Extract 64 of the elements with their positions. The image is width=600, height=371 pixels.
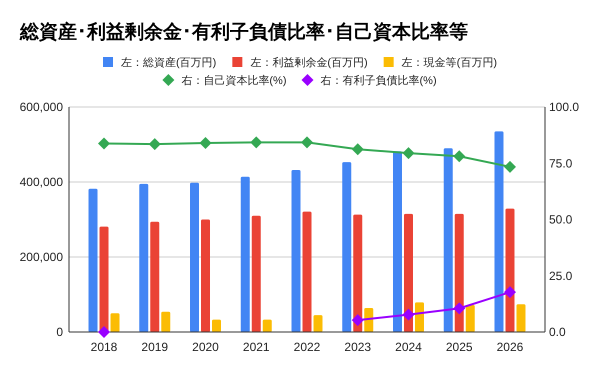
bar: [262, 320, 272, 332]
x-tick-label: 2020: [192, 340, 220, 354]
legend-label: 右：有利子負債比率(%): [320, 74, 437, 87]
y2-tick-label: 0.0: [549, 325, 566, 339]
point: [402, 147, 414, 160]
legend-label: 左：現金等(百万円): [402, 57, 497, 69]
y-tick-label: 0: [56, 325, 64, 339]
point: [402, 308, 414, 321]
x-tick-label: 2025: [446, 340, 473, 354]
point: [453, 302, 466, 314]
point: [453, 150, 466, 162]
bar: [201, 220, 210, 332]
y-tick-label: 400,000: [20, 175, 64, 189]
point: [200, 137, 212, 149]
point: [352, 314, 364, 326]
bar: [212, 320, 222, 332]
bar: [342, 162, 352, 332]
bar: [505, 208, 514, 332]
x-tick-label: 2024: [395, 340, 422, 354]
bar: [466, 305, 475, 332]
bar: [139, 184, 148, 332]
bar: [444, 148, 453, 332]
bar: [314, 315, 322, 332]
y2-tick-label: 100.0: [549, 100, 580, 114]
y2-tick-label: 50.0: [549, 212, 573, 226]
chart-title: 総資産･利益剰余金･有利子負債比率･自己資本比率等: [19, 21, 468, 43]
bar: [292, 170, 300, 332]
legend-label: 左：総資産(百万円): [121, 56, 216, 69]
bar: [110, 313, 120, 332]
x-tick-label: 2023: [344, 340, 372, 354]
x-tick-label: 2026: [496, 340, 524, 354]
point: [301, 136, 313, 148]
y-tick-label: 600,000: [20, 100, 64, 114]
point: [504, 286, 516, 298]
bar: [516, 304, 526, 332]
bar: [404, 214, 413, 332]
bar: [88, 188, 98, 332]
x-tick-label: 2019: [141, 340, 168, 354]
bar: [240, 176, 250, 332]
point: [98, 326, 110, 338]
bar: [252, 216, 261, 332]
point: [504, 160, 516, 173]
bar: [414, 302, 424, 332]
bar: [454, 214, 464, 332]
legend-label: 左：利益剰余金(百万円): [250, 56, 368, 69]
x-tick-label: 2022: [294, 340, 321, 354]
bar: [302, 212, 312, 332]
point: [250, 136, 262, 148]
x-tick-label: 2021: [242, 340, 270, 354]
legend-label: 右：自己資本比率(%): [181, 74, 286, 87]
bar: [353, 214, 362, 332]
bar: [150, 222, 160, 332]
bar: [190, 182, 200, 332]
bar: [100, 226, 109, 332]
y2-tick-label: 75.0: [549, 156, 573, 170]
bar: [392, 151, 402, 332]
bar: [161, 312, 170, 332]
y2-tick-label: 25.0: [549, 268, 573, 283]
bar: [494, 131, 504, 332]
point: [352, 143, 364, 156]
y-tick-label: 200,000: [20, 250, 64, 264]
point: [98, 137, 110, 150]
x-tick-label: 2018: [90, 340, 118, 354]
point: [148, 138, 161, 150]
